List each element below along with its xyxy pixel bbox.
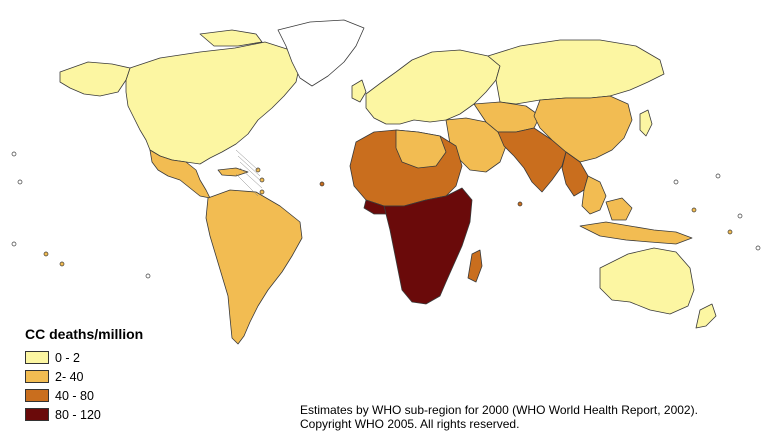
region-south-asia — [497, 127, 567, 193]
legend-label: 80 - 120 — [55, 407, 101, 422]
legend-item: 0 - 2 — [25, 348, 205, 367]
region-egypt-libya — [395, 129, 447, 169]
island-dot — [145, 273, 151, 279]
region-southeast-asia-islands — [581, 175, 607, 215]
legend-swatch — [25, 351, 49, 364]
caribbean-callout-line — [239, 167, 263, 189]
region-australia — [599, 247, 695, 315]
region-east-asia — [533, 95, 633, 163]
legend-item: 80 - 120 — [25, 405, 205, 424]
region-uk — [351, 79, 367, 103]
region-southeast-asia-mainland — [561, 151, 589, 197]
region-indonesia — [579, 221, 693, 245]
region-russia — [487, 39, 665, 105]
island-dot — [259, 177, 265, 183]
legend-label: 0 - 2 — [55, 350, 81, 365]
island-dot — [755, 245, 761, 251]
island-dot — [43, 251, 49, 257]
island-dot — [715, 173, 721, 179]
island-dot — [59, 261, 65, 267]
caribbean-callout-line — [235, 149, 259, 171]
region-central-africa — [383, 187, 473, 305]
region-new-zealand — [695, 303, 717, 329]
legend-label: 2- 40 — [55, 369, 84, 384]
region-greenland — [277, 19, 365, 87]
legend-label: 40 - 80 — [55, 388, 94, 403]
island-dot — [11, 151, 17, 157]
island-dot — [737, 213, 743, 219]
region-canadian-arctic — [199, 29, 263, 47]
legend-item: 2- 40 — [25, 367, 205, 386]
region-japan — [639, 109, 653, 137]
island-dot — [319, 181, 325, 187]
region-north-america — [125, 41, 301, 165]
island-dot — [673, 179, 679, 185]
region-europe — [365, 49, 501, 125]
source-line-2: Copyright WHO 2005. All rights reserved. — [300, 417, 520, 431]
caribbean-callout-line — [237, 155, 261, 177]
region-borneo — [605, 197, 633, 221]
legend-title: CC deaths/million — [25, 326, 144, 342]
region-south-america — [205, 189, 303, 345]
legend-item: 40 - 80 — [25, 386, 205, 405]
island-dot — [691, 207, 697, 213]
region-west-africa-coast — [363, 199, 387, 215]
legend: CC deaths/million 0 - 2 2- 40 40 - 80 80… — [25, 326, 205, 424]
legend-swatch — [25, 389, 49, 402]
caribbean-callout-line — [235, 173, 259, 197]
source-note: Estimates by WHO sub-region for 2000 (WH… — [300, 403, 698, 431]
caribbean-callout-line — [239, 161, 263, 183]
region-alaska — [59, 61, 131, 97]
island-dot — [727, 229, 733, 235]
island-dot — [517, 201, 523, 207]
region-madagascar — [467, 249, 483, 283]
legend-swatch — [25, 370, 49, 383]
island-dot — [11, 241, 17, 247]
island-dot — [17, 179, 23, 185]
legend-swatch — [25, 408, 49, 421]
region-caribbean — [217, 167, 249, 177]
island-dot — [259, 189, 265, 195]
source-line-1: Estimates by WHO sub-region for 2000 (WH… — [300, 403, 698, 417]
